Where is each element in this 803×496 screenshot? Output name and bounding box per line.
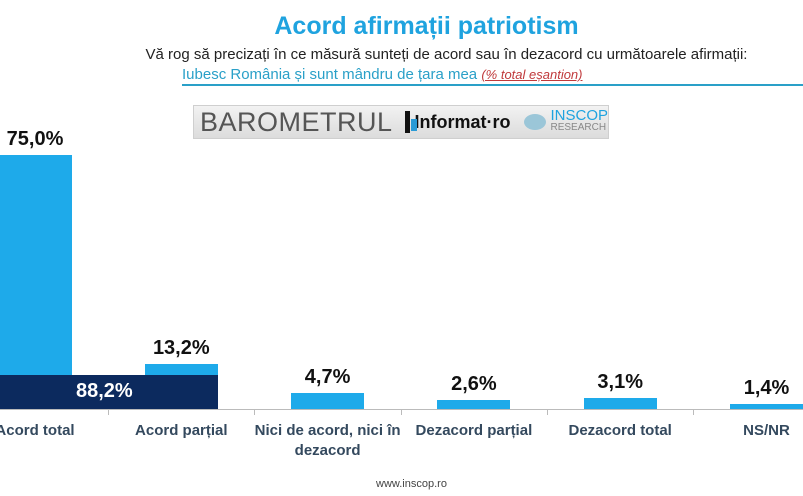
combined-total-label: 88,2% [76,380,133,402]
category-label-5: NS/NR [743,422,790,439]
category-label-2: Nici de acord, nici în dezacord [254,422,401,459]
value-label-2: 4,7% [304,366,351,389]
x-tick-4 [693,409,695,415]
statement-text: Iubesc România și sunt mândru de țara me… [182,66,803,86]
value-label-4: 3,1% [597,371,643,394]
informat-logo-text: Informat·ro [414,111,511,132]
chart-title: Acord afirmații patriotism [274,12,579,40]
inscop-research-text: RESEARCH [550,122,607,133]
statement: Iubesc România și sunt mândru de țara me… [182,66,478,83]
value-label-5: 1,4% [743,377,790,400]
inscop-logo: INSCOP RESEARCH [524,107,608,134]
x-tick-3 [546,409,548,415]
informat-logo-icon [404,111,417,133]
bar-2 [291,393,365,409]
inscop-logo-text: INSCOP [550,107,608,124]
bar-0 [0,154,72,409]
bar-4 [583,398,657,409]
value-label-0: 75,0% [6,127,64,150]
value-label-1: 13,2% [152,337,210,360]
value-label-3: 2,6% [451,373,497,396]
category-label-3: Dezacord parțial [415,422,533,439]
x-tick-1 [254,409,256,415]
x-tick-0 [108,409,109,415]
sample-note: (% total eșantion) [481,67,583,82]
category-label-4: Dezacord total [568,422,672,439]
barometrul-logo-text: BAROMETRUL [200,106,393,137]
category-label-1: Acord parțial [135,422,228,439]
question-text: Vă rog să precizați în ce măsură sunteți… [145,46,748,63]
category-label-0: Acord total [0,422,75,439]
combined-total-bar [0,375,218,409]
inscop-swoosh-icon [524,114,547,130]
footer-url: www.inscop.ro [376,478,447,490]
bar-5 [730,404,803,409]
bar-3 [437,400,511,409]
barometer-logo-banner: BAROMETRUL Informat·ro INSCOP RESEARCH [193,105,609,139]
x-tick-2 [400,409,402,415]
